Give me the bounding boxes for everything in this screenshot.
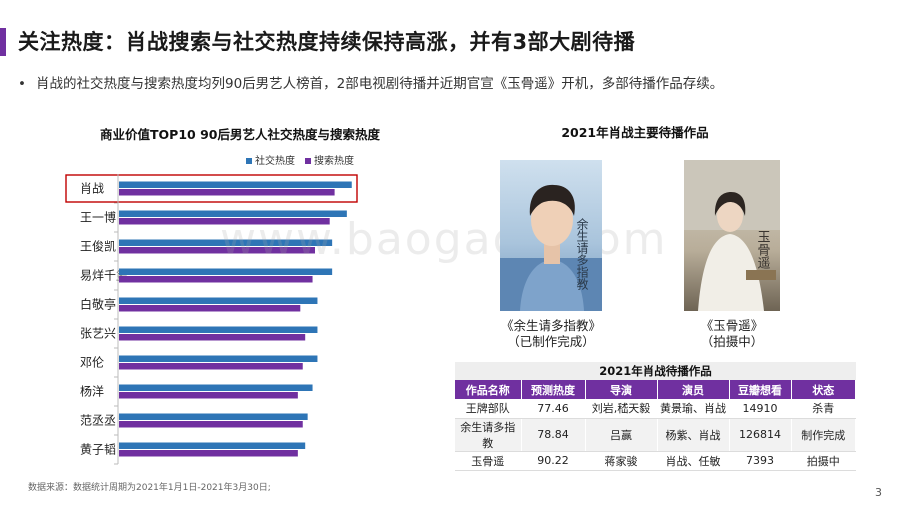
bar-social [119, 297, 318, 304]
bar-social [119, 442, 306, 449]
col-header-hotness: 预测热度 [521, 380, 586, 399]
poster1-hair [529, 184, 575, 216]
table-cell: 蒋家骏 [585, 451, 658, 471]
col-header-director: 导演 [585, 380, 658, 399]
legend-swatch-social [246, 158, 252, 164]
page-number: 3 [875, 486, 882, 499]
page-title: 关注热度：肖战搜索与社交热度持续保持高涨，并有3部大剧待播 [18, 30, 636, 54]
legend-label-search: 搜索热度 [314, 156, 354, 167]
table-row: 王牌部队 77.46 刘岩,嵇天毅 黄景瑜、肖战 14910 杀青 [455, 399, 856, 419]
category-label: 张艺兴 [80, 327, 116, 341]
bar-social [119, 355, 318, 362]
table-cell: 78.84 [521, 418, 586, 452]
work-status-2: （拍摄中） [700, 334, 764, 349]
col-header-douban: 豆瓣想看 [729, 380, 792, 399]
poster1-face [531, 194, 573, 246]
table-cell: 77.46 [521, 399, 586, 419]
table-row: 玉骨遥 90.22 蒋家骏 肖战、任敏 7393 拍摄中 [455, 451, 856, 471]
category-label: 邓伦 [80, 355, 104, 370]
poster-yusheng: 余生请多指教 [500, 160, 602, 311]
bar-search [119, 334, 306, 341]
bar-social [119, 326, 318, 333]
bar-search [119, 305, 301, 312]
bar-search [119, 218, 330, 225]
bar-social [119, 384, 313, 391]
table-header-row: 作品名称 预测热度 导演 演员 豆瓣想看 状态 [455, 380, 856, 399]
poster2-face [717, 200, 743, 232]
poster2-table [746, 270, 776, 280]
legend-item-search: 搜索热度 [305, 152, 354, 167]
highlight-box [65, 174, 358, 203]
category-label: 王俊凯 [80, 239, 116, 254]
poster2-robe [698, 234, 764, 311]
chart-legend: 社交热度 搜索热度 [246, 152, 354, 167]
poster-yusheng-art: 余生请多指教 [500, 184, 602, 311]
bar-social [119, 268, 333, 275]
table-cell: 90.22 [521, 451, 586, 471]
table-cell: 黄景瑜、肖战 [657, 399, 730, 419]
table-cell: 余生请多指教 [455, 418, 522, 452]
col-header-status: 状态 [791, 380, 856, 399]
work-name-1: 《余生请多指教》 [500, 318, 601, 333]
poster1-title: 余生请多指教 [575, 217, 589, 291]
table-cell: 王牌部队 [455, 399, 522, 419]
bar-search [119, 363, 303, 370]
bar-social [119, 181, 352, 188]
category-label: 肖战 [80, 182, 104, 196]
chart-title: 商业价值TOP10 90后男艺人社交热度与搜索热度 [100, 127, 380, 142]
poster1-body [520, 260, 584, 311]
summary-bullet: • 肖战的社交热度与搜索热度均列90后男艺人榜首，2部电视剧待播并近期官宣《玉骨遥… [18, 72, 723, 92]
table-cell: 制作完成 [791, 418, 856, 452]
col-header-name: 作品名称 [455, 380, 522, 399]
table-cell: 拍摄中 [791, 451, 856, 471]
bullet-dot: • [18, 76, 26, 92]
table-title: 2021年肖战待播作品 [455, 362, 856, 380]
work-caption-1: 《余生请多指教》 （已制作完成） [486, 318, 616, 350]
bar-search [119, 421, 303, 428]
col-header-actors: 演员 [657, 380, 730, 399]
summary-text: 肖战的社交热度与搜索热度均列90后男艺人榜首，2部电视剧待播并近期官宣《玉骨遥》… [36, 76, 724, 92]
category-label: 白敬亭 [80, 297, 116, 312]
bar-search [119, 450, 298, 457]
table-cell: 玉骨遥 [455, 451, 522, 471]
legend-item-social: 社交热度 [246, 152, 295, 167]
works-title: 2021年肖战主要待播作品 [561, 125, 709, 140]
work-status-1: （已制作完成） [507, 334, 595, 349]
table-cell: 14910 [729, 399, 792, 419]
bar-search [119, 247, 315, 254]
work-name-2: 《玉骨遥》 [700, 318, 764, 333]
poster-yugu-art: 玉骨遥 [684, 160, 780, 311]
poster2-title: 玉骨遥 [755, 230, 771, 270]
table-row: 余生请多指教 78.84 吕赢 杨紫、肖战 126814 制作完成 [455, 418, 856, 452]
table-cell: 126814 [729, 418, 792, 452]
category-label: 杨洋 [80, 384, 104, 399]
table-cell: 杀青 [791, 399, 856, 419]
table-cell: 刘岩,嵇天毅 [585, 399, 658, 419]
poster1-neck [544, 242, 560, 264]
poster-yugu: 玉骨遥 [684, 160, 780, 311]
table-cell: 7393 [729, 451, 792, 471]
table-cell: 杨紫、肖战 [657, 418, 730, 452]
bar-search [119, 189, 335, 196]
bar-social [119, 210, 347, 217]
poster2-hair [714, 192, 746, 216]
works-table: 作品名称 预测热度 导演 演员 豆瓣想看 状态 王牌部队 77.46 刘岩,嵇天… [455, 380, 856, 471]
work-caption-2: 《玉骨遥》 （拍摄中） [668, 318, 796, 350]
category-label: 黄子韬 [80, 443, 116, 457]
table-cell: 肖战、任敏 [657, 451, 730, 471]
category-label: 王一博 [80, 210, 116, 225]
category-label: 易烊千玺 [80, 269, 128, 283]
title-accent-bar [0, 28, 6, 56]
bar-social [119, 413, 308, 420]
legend-swatch-search [305, 158, 311, 164]
legend-label-social: 社交热度 [255, 156, 295, 167]
bar-social [119, 239, 333, 246]
bar-search [119, 392, 298, 399]
table-cell: 吕赢 [585, 418, 658, 452]
category-label: 范丞丞 [80, 414, 116, 428]
data-source-note: 数据来源：数据统计周期为2021年1月1日-2021年3月30日; [28, 483, 271, 493]
bar-search [119, 276, 313, 283]
pending-works-table: 2021年肖战待播作品 作品名称 预测热度 导演 演员 豆瓣想看 状态 王牌部队… [455, 362, 856, 471]
